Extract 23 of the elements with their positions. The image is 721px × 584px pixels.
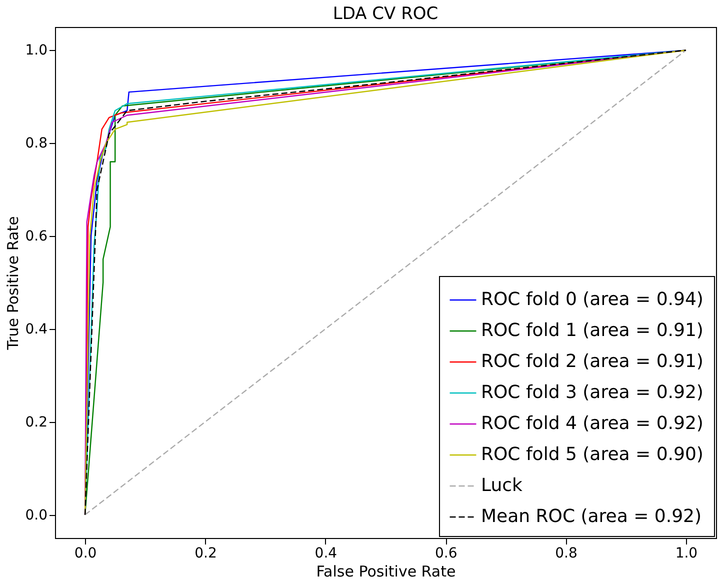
legend-label: Luck	[481, 475, 524, 496]
x-tick-label: 0.6	[434, 546, 458, 562]
chart-title: LDA CV ROC	[332, 4, 438, 24]
legend-label: ROC fold 0 (area = 0.94)	[481, 289, 704, 310]
legend-label: ROC fold 2 (area = 0.91)	[481, 351, 704, 372]
x-tick-label: 0.2	[194, 546, 217, 562]
x-tick-label: 0.8	[555, 546, 578, 562]
x-tick-label: 1.0	[675, 546, 698, 562]
legend-label: ROC fold 1 (area = 0.91)	[481, 320, 704, 341]
legend-label: Mean ROC (area = 0.92)	[481, 506, 702, 527]
x-tick-label: 0.0	[74, 546, 97, 562]
legend-label: ROC fold 3 (area = 0.92)	[481, 382, 704, 403]
legend-label: ROC fold 4 (area = 0.92)	[481, 413, 704, 434]
x-tick-label: 0.4	[314, 546, 338, 562]
y-tick-label: 0.6	[25, 228, 48, 245]
y-tick-label: 0.2	[25, 414, 48, 430]
y-axis-title: True Positive Rate	[4, 216, 22, 351]
legend-label: ROC fold 5 (area = 0.90)	[481, 444, 704, 465]
x-axis-title: False Positive Rate	[316, 562, 456, 580]
y-tick-label: 1.0	[25, 42, 48, 59]
y-tick-label: 0.4	[25, 321, 48, 338]
y-tick-label: 0.0	[25, 507, 48, 524]
y-tick-label: 0.8	[25, 136, 48, 152]
